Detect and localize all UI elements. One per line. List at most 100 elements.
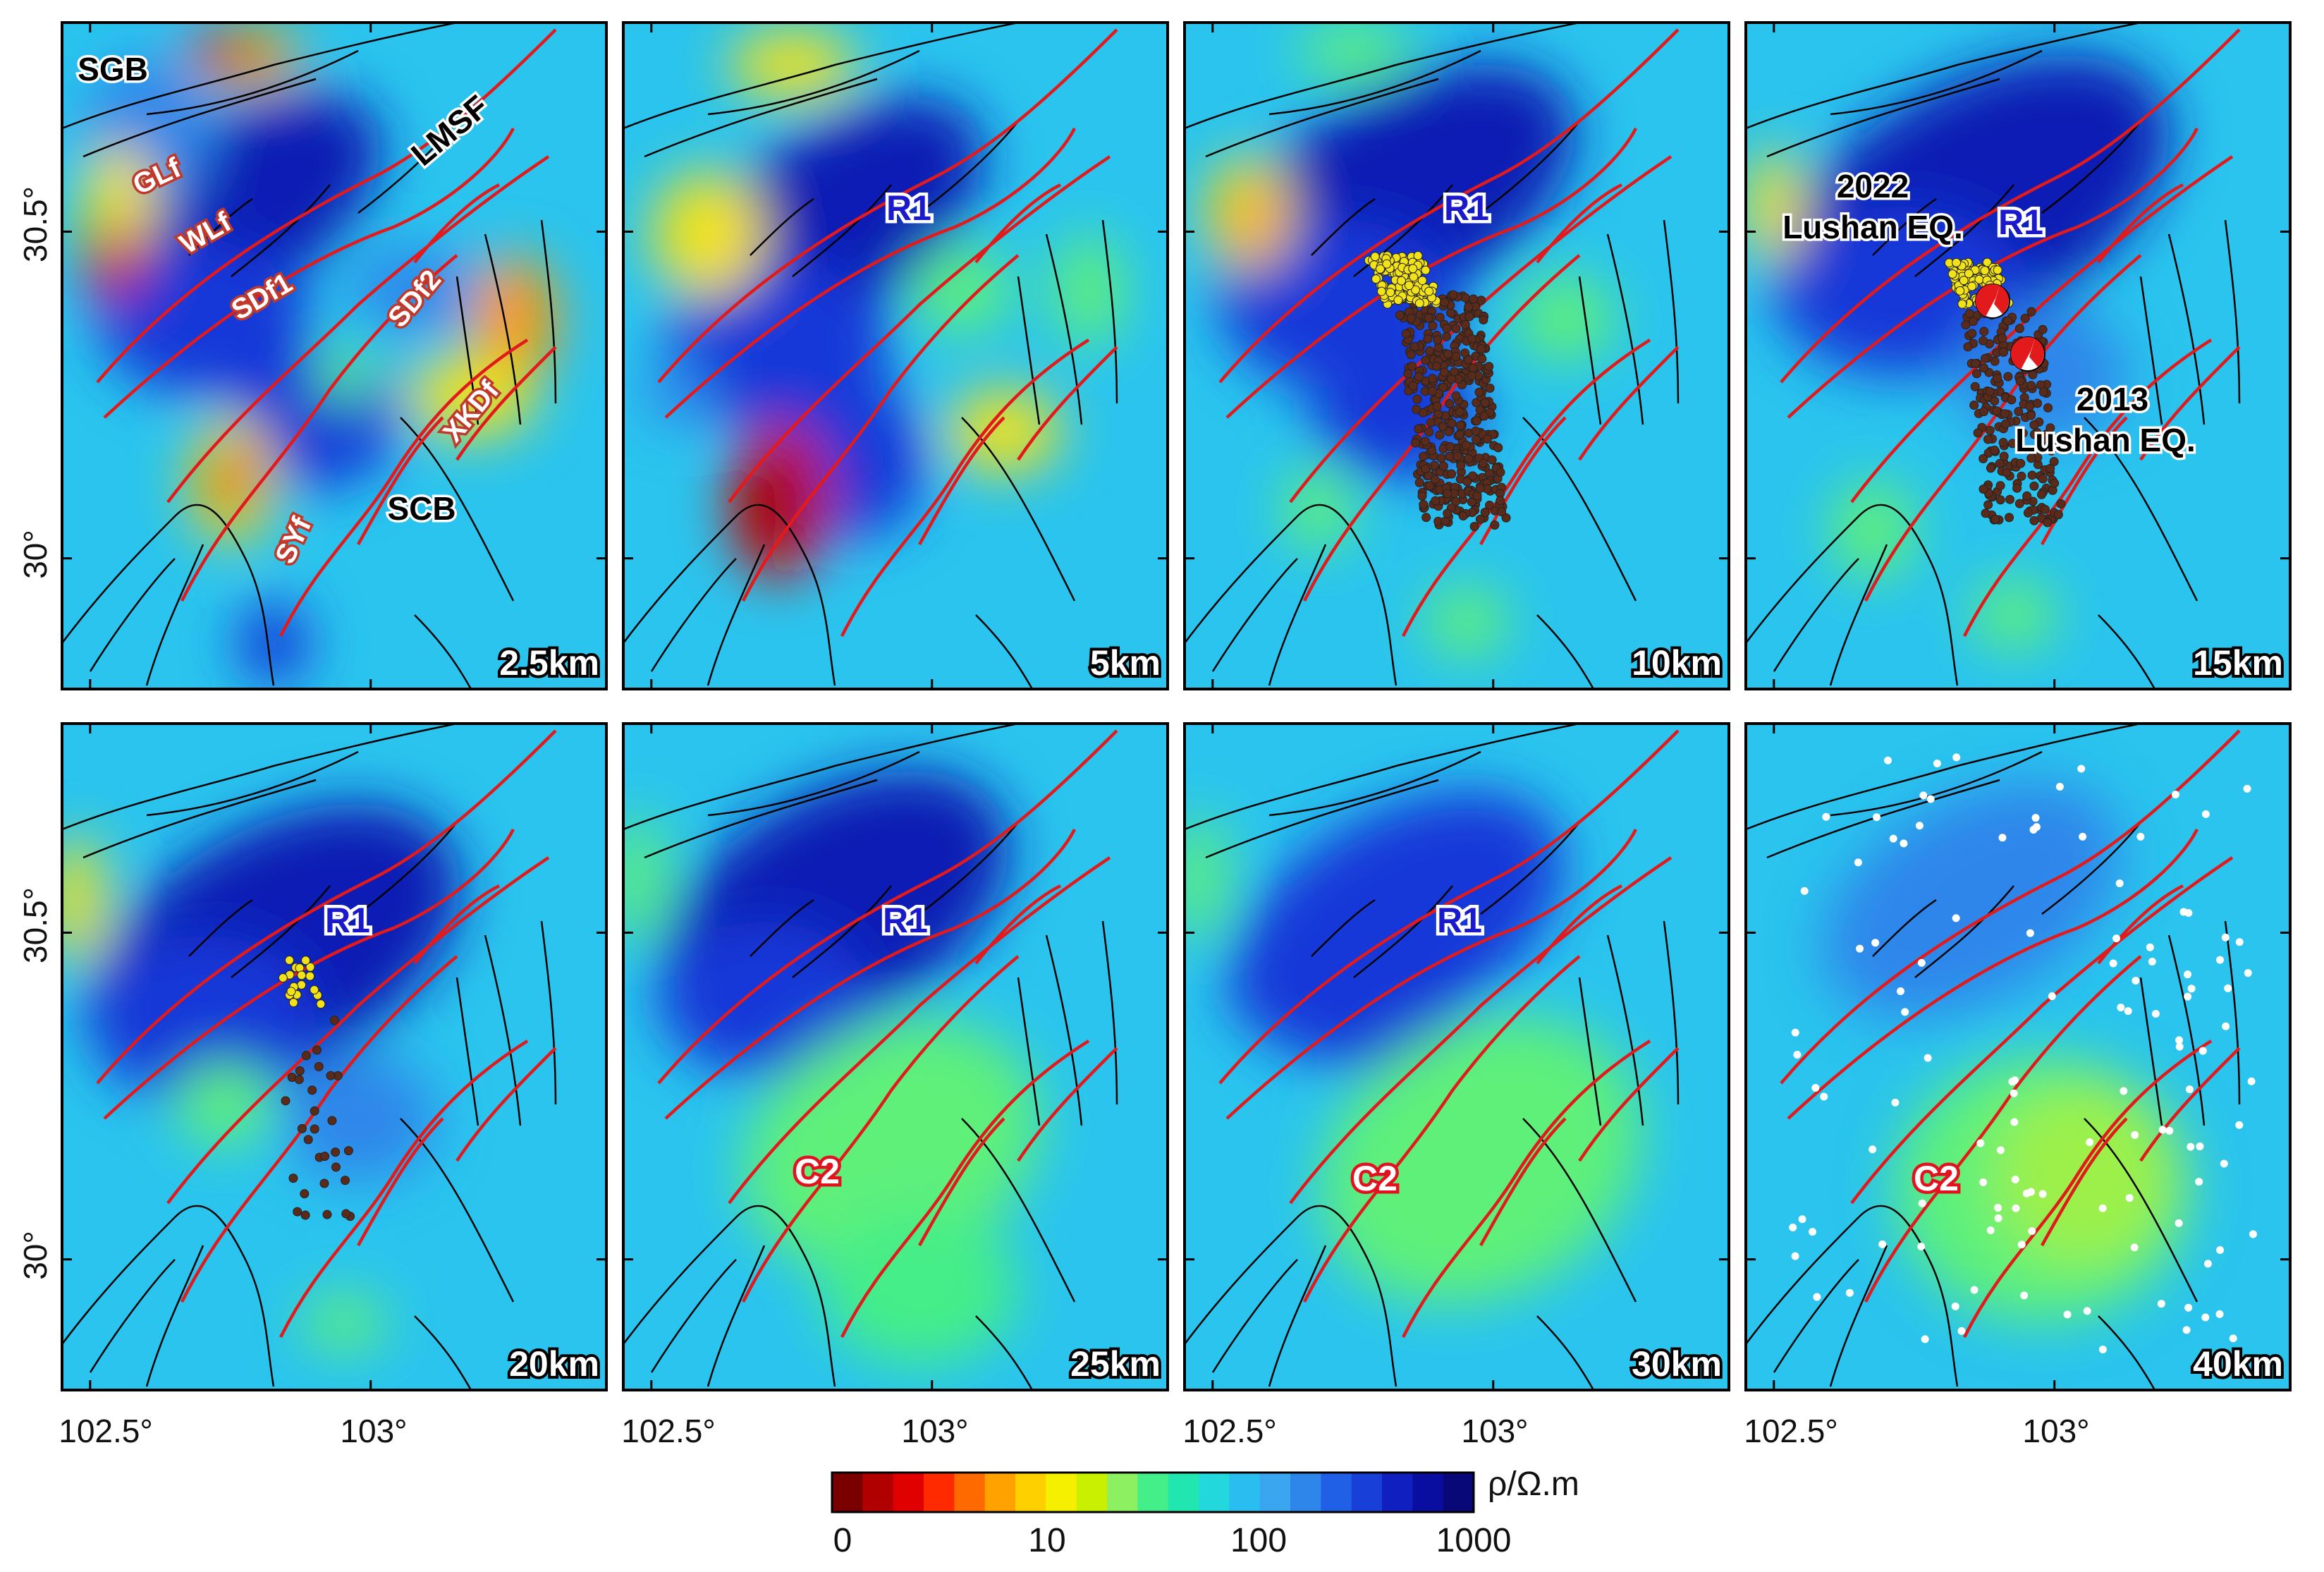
lat-label-30-5-bottom: 30.5° <box>17 887 54 963</box>
anomaly-r1-p3: R1 <box>1444 188 1489 228</box>
colorbar-swatch <box>893 1473 924 1512</box>
red-fault-line <box>1780 28 2241 384</box>
black-fault-line <box>62 1205 275 1387</box>
tick-marks <box>62 724 606 1390</box>
panel-frame <box>1744 722 2292 1391</box>
red-fault-line <box>2097 183 2184 264</box>
colorbar-swatch <box>1168 1473 1199 1512</box>
black-fault-line <box>1663 920 1680 1105</box>
black-fault-line <box>707 544 766 686</box>
eq-2013-name: Lushan EQ. <box>2015 422 2196 458</box>
white-dots <box>1789 753 2257 1353</box>
black-fault-line <box>188 898 253 957</box>
black-fault-line <box>623 504 836 686</box>
black-fault-line <box>650 558 737 672</box>
tick-marks <box>62 23 606 689</box>
red-fault-line <box>2139 346 2241 461</box>
red-fault-line <box>974 884 1062 965</box>
black-fault-line <box>1766 78 2000 158</box>
red-fault-line <box>1218 729 1680 1085</box>
black-fault-line <box>231 184 331 277</box>
colorbar-swatch <box>924 1473 955 1512</box>
black-fault-line <box>1872 197 1937 256</box>
black-fault-line <box>1211 1259 1298 1373</box>
black-fault-line <box>1185 1205 1398 1387</box>
black-fault-line <box>400 1118 515 1303</box>
black-fault-line <box>146 49 359 116</box>
black-fault-line <box>414 614 472 689</box>
red-fault-line <box>1850 155 2234 504</box>
eq-2022-year: 2022 <box>1837 168 1909 205</box>
aftershocks-2013 <box>281 1016 355 1221</box>
black-fault-line <box>484 934 522 1126</box>
red-fault-line <box>728 856 1111 1205</box>
black-fault-line <box>1522 417 1637 602</box>
black-fault-line <box>1101 920 1118 1105</box>
colorbar-swatch <box>1137 1473 1169 1512</box>
black-fault-line <box>540 219 557 404</box>
red-fault-line <box>1780 729 2241 1085</box>
anomaly-r1-p6: R1 <box>883 901 928 940</box>
black-fault-line <box>750 898 814 957</box>
panel-frame <box>1744 21 2292 690</box>
panel-p7: 30km <box>1183 722 1730 1391</box>
red-fault-line <box>180 955 458 1303</box>
black-fault-line <box>1830 750 2043 817</box>
black-fault-line <box>1205 779 1439 859</box>
black-fault-line <box>623 1205 836 1387</box>
fault-lines <box>1746 724 2241 1390</box>
black-fault-line <box>2084 417 2198 602</box>
tick-marks <box>623 724 1168 1390</box>
black-fault-line <box>2139 276 2163 425</box>
aftershocks-2022 <box>278 955 326 1009</box>
black-fault-line <box>484 233 522 425</box>
black-fault-line <box>2098 1315 2156 1390</box>
black-fault-line <box>1480 121 1580 214</box>
black-fault-line <box>1773 558 1859 672</box>
red-fault-line <box>1302 955 1581 1303</box>
aftershocks-2022 <box>1364 251 1441 309</box>
fault-lines <box>623 724 1118 1390</box>
lon-label-103-p6: 103° <box>901 1413 968 1449</box>
depth-label: 5km <box>1090 643 1161 683</box>
tick-marks <box>1185 23 1729 689</box>
black-fault-line <box>145 1245 204 1387</box>
black-fault-line <box>1045 233 1083 425</box>
depth-label: 20km <box>509 1344 599 1384</box>
red-fault-line <box>1017 1047 1118 1162</box>
black-fault-line <box>82 779 317 859</box>
red-fault-line <box>357 1117 444 1247</box>
lon-label-103-p8: 103° <box>2022 1413 2089 1449</box>
black-fault-line <box>650 1259 737 1373</box>
black-fault-line <box>2224 920 2241 1105</box>
black-fault-line <box>1522 1118 1637 1303</box>
depth-label: 15km <box>2193 643 2283 683</box>
black-fault-line <box>1746 504 1959 686</box>
black-fault-line <box>231 885 331 978</box>
eq-2022-name: Lushan EQ. <box>1782 209 1963 245</box>
longitude-axis: 102.5° 103° 102.5° 103° 102.5° 103° 102.… <box>59 1413 2089 1449</box>
black-fault-line <box>2084 1118 2198 1303</box>
black-fault-line <box>623 23 1019 130</box>
black-fault-line <box>2224 219 2241 404</box>
red-fault-line <box>166 155 550 504</box>
black-fault-line <box>1480 822 1580 915</box>
black-fault-line <box>1872 898 1937 957</box>
black-fault-line <box>1606 233 1644 425</box>
black-fault-line <box>1536 1315 1595 1390</box>
colorbar-swatch <box>1290 1473 1321 1512</box>
red-fault-line <box>180 254 458 602</box>
panel-p3: 10km <box>1183 21 1730 690</box>
fault-lines <box>62 23 557 689</box>
panel-p5: 20km <box>61 722 608 1391</box>
colorbar-swatch <box>1412 1473 1444 1512</box>
eq-2013-year: 2013 <box>2077 381 2148 418</box>
red-fault-line <box>103 828 515 1120</box>
colorbar-tick-1000: 1000 <box>1436 1522 1512 1559</box>
panel-p1: 2.5km <box>61 21 608 690</box>
red-fault-line <box>1017 346 1118 461</box>
depth-label: 2.5km <box>499 643 599 683</box>
anomaly-c2-p6: C2 <box>795 1152 840 1191</box>
panel-p4: 15km <box>1744 21 2292 690</box>
